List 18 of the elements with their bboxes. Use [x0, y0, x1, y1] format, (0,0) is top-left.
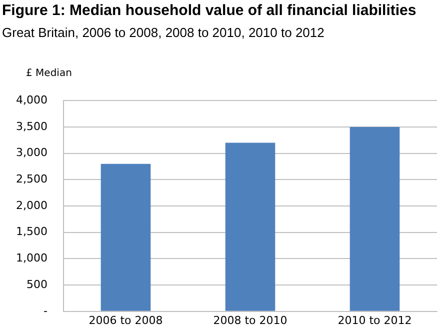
y-tick-label: - [44, 304, 48, 318]
bar [100, 164, 151, 311]
chart-title: Figure 1: Median household value of all financial liabilities [2, 2, 416, 19]
y-tick-label: 500 [26, 278, 48, 291]
y-tick-label: 3,000 [16, 146, 48, 160]
y-axis-title: £ Median [26, 68, 72, 79]
y-tick-label: 3,500 [16, 120, 48, 133]
x-tick-label: 2008 to 2010 [213, 314, 288, 327]
bar [350, 126, 400, 311]
chart-subtitle: Great Britain, 2006 to 2008, 2008 to 2010, 2010 to 2012 [2, 25, 324, 40]
y-tick-label: 2,500 [16, 172, 48, 186]
y-tick-label: 1,000 [16, 252, 48, 265]
y-tick-label: 4,000 [16, 93, 48, 106]
bar [225, 142, 276, 311]
y-tick-label: 2,000 [16, 198, 48, 212]
x-tick-label: 2010 to 2012 [338, 314, 412, 327]
x-tick-label: 2006 to 2008 [88, 314, 163, 327]
y-tick-label: 1,500 [16, 225, 48, 238]
